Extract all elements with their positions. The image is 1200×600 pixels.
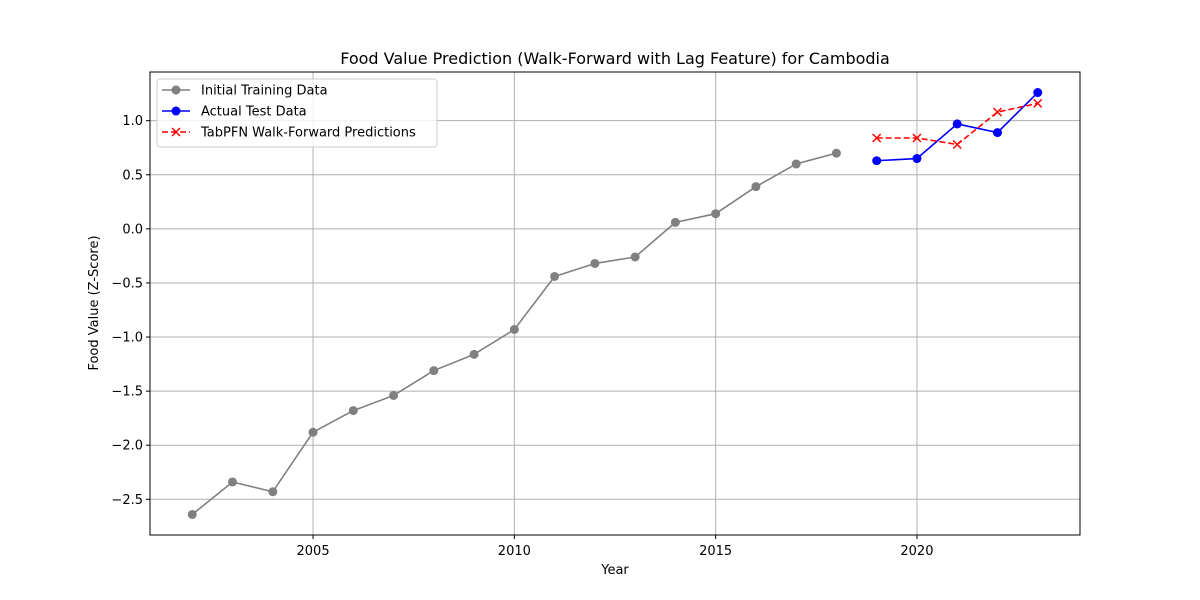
y-tick-label: −1.5 bbox=[111, 385, 143, 400]
data-point-actual-test-data bbox=[992, 128, 1002, 138]
legend-items: Initial Training Data Actual Test Data Tab… bbox=[162, 84, 416, 141]
legend-marker bbox=[171, 85, 181, 95]
legend-box bbox=[156, 78, 438, 148]
chart-title: Food Value Prediction (Walk-Forward with… bbox=[340, 49, 890, 68]
data-point-tabpfn-walk-forward-predictions-stroke bbox=[952, 139, 962, 150]
series-actual-test-data bbox=[872, 88, 1043, 166]
y-tick-label: −2.0 bbox=[111, 439, 143, 454]
data-point-tabpfn-walk-forward-predictions-stroke bbox=[872, 133, 882, 143]
grid bbox=[150, 72, 1080, 535]
legend-marker-stroke bbox=[171, 127, 181, 137]
data-point-tabpfn-walk-forward-predictions bbox=[952, 139, 962, 150]
legend-marker bbox=[171, 127, 181, 137]
data-point-initial-training-data bbox=[268, 487, 278, 497]
x-tick-label: 2005 bbox=[297, 544, 330, 559]
legend-label: Initial Training Data bbox=[201, 84, 328, 99]
data-point-tabpfn-walk-forward-predictions-stroke bbox=[992, 107, 1002, 117]
x-tick-label: 2020 bbox=[900, 544, 933, 559]
series-initial-training-data bbox=[187, 148, 841, 519]
x-axis-label: Year bbox=[600, 563, 629, 578]
y-tick-label: −0.5 bbox=[111, 276, 143, 291]
plot-frame bbox=[149, 71, 1081, 536]
data-point-initial-training-data bbox=[389, 390, 399, 400]
y-tick-label: 1.0 bbox=[122, 114, 143, 129]
data-point-initial-training-data bbox=[509, 324, 519, 334]
data-point-initial-training-data bbox=[429, 366, 439, 376]
data-point-tabpfn-walk-forward-predictions bbox=[992, 107, 1002, 117]
legend-item-actual-test-data: Actual Test Data bbox=[162, 105, 307, 120]
legend-item-tabpfn-walk-forward-predictions: TabPFN Walk-Forward Predictions bbox=[162, 126, 416, 141]
legend-marker bbox=[171, 106, 181, 116]
data-point-initial-training-data bbox=[791, 159, 801, 169]
legend-item-initial-training-data: Initial Training Data bbox=[162, 84, 328, 99]
data-point-initial-training-data bbox=[711, 209, 721, 219]
data-point-initial-training-data bbox=[590, 258, 600, 268]
data-point-tabpfn-walk-forward-predictions bbox=[912, 133, 922, 143]
data-point-initial-training-data bbox=[348, 406, 358, 416]
data-point-tabpfn-walk-forward-predictions-stroke bbox=[1033, 98, 1043, 108]
plot-series bbox=[187, 88, 1043, 519]
data-point-actual-test-data bbox=[952, 119, 962, 129]
data-point-initial-training-data bbox=[550, 271, 560, 281]
data-point-actual-test-data bbox=[872, 156, 882, 166]
data-point-initial-training-data bbox=[187, 509, 197, 519]
data-point-actual-test-data bbox=[912, 154, 922, 164]
data-point-initial-training-data bbox=[630, 252, 640, 262]
x-tick-label: 2015 bbox=[699, 544, 732, 559]
data-point-initial-training-data bbox=[831, 148, 841, 158]
data-point-tabpfn-walk-forward-predictions bbox=[1033, 98, 1043, 108]
series-tabpfn-walk-forward-predictions bbox=[872, 98, 1043, 150]
legend-label: TabPFN Walk-Forward Predictions bbox=[200, 126, 416, 141]
y-tick-label: 0.0 bbox=[122, 222, 143, 237]
y-tick-label: −2.5 bbox=[111, 493, 143, 508]
y-tick-label: 0.5 bbox=[122, 168, 143, 183]
data-point-initial-training-data bbox=[670, 217, 680, 227]
data-point-tabpfn-walk-forward-predictions-stroke bbox=[912, 133, 922, 143]
y-tick-label: −1.0 bbox=[111, 331, 143, 346]
data-point-actual-test-data bbox=[1033, 88, 1043, 98]
axis-ticks: 2005 2010 2015 2020 −2.5 −2.0 −1.5 −1.0 −0.5 0.0 0… bbox=[111, 114, 933, 559]
data-point-tabpfn-walk-forward-predictions bbox=[872, 133, 882, 143]
data-point-initial-training-data bbox=[469, 349, 479, 359]
x-tick-label: 2010 bbox=[498, 544, 531, 559]
data-point-initial-training-data bbox=[228, 477, 238, 487]
legend: Initial Training Data Actual Test Data Tab… bbox=[156, 78, 438, 148]
data-point-initial-training-data bbox=[308, 427, 318, 437]
legend-label: Actual Test Data bbox=[201, 105, 307, 120]
y-axis-label: Food Value (Z-Score) bbox=[87, 235, 102, 370]
data-point-initial-training-data bbox=[751, 182, 761, 192]
